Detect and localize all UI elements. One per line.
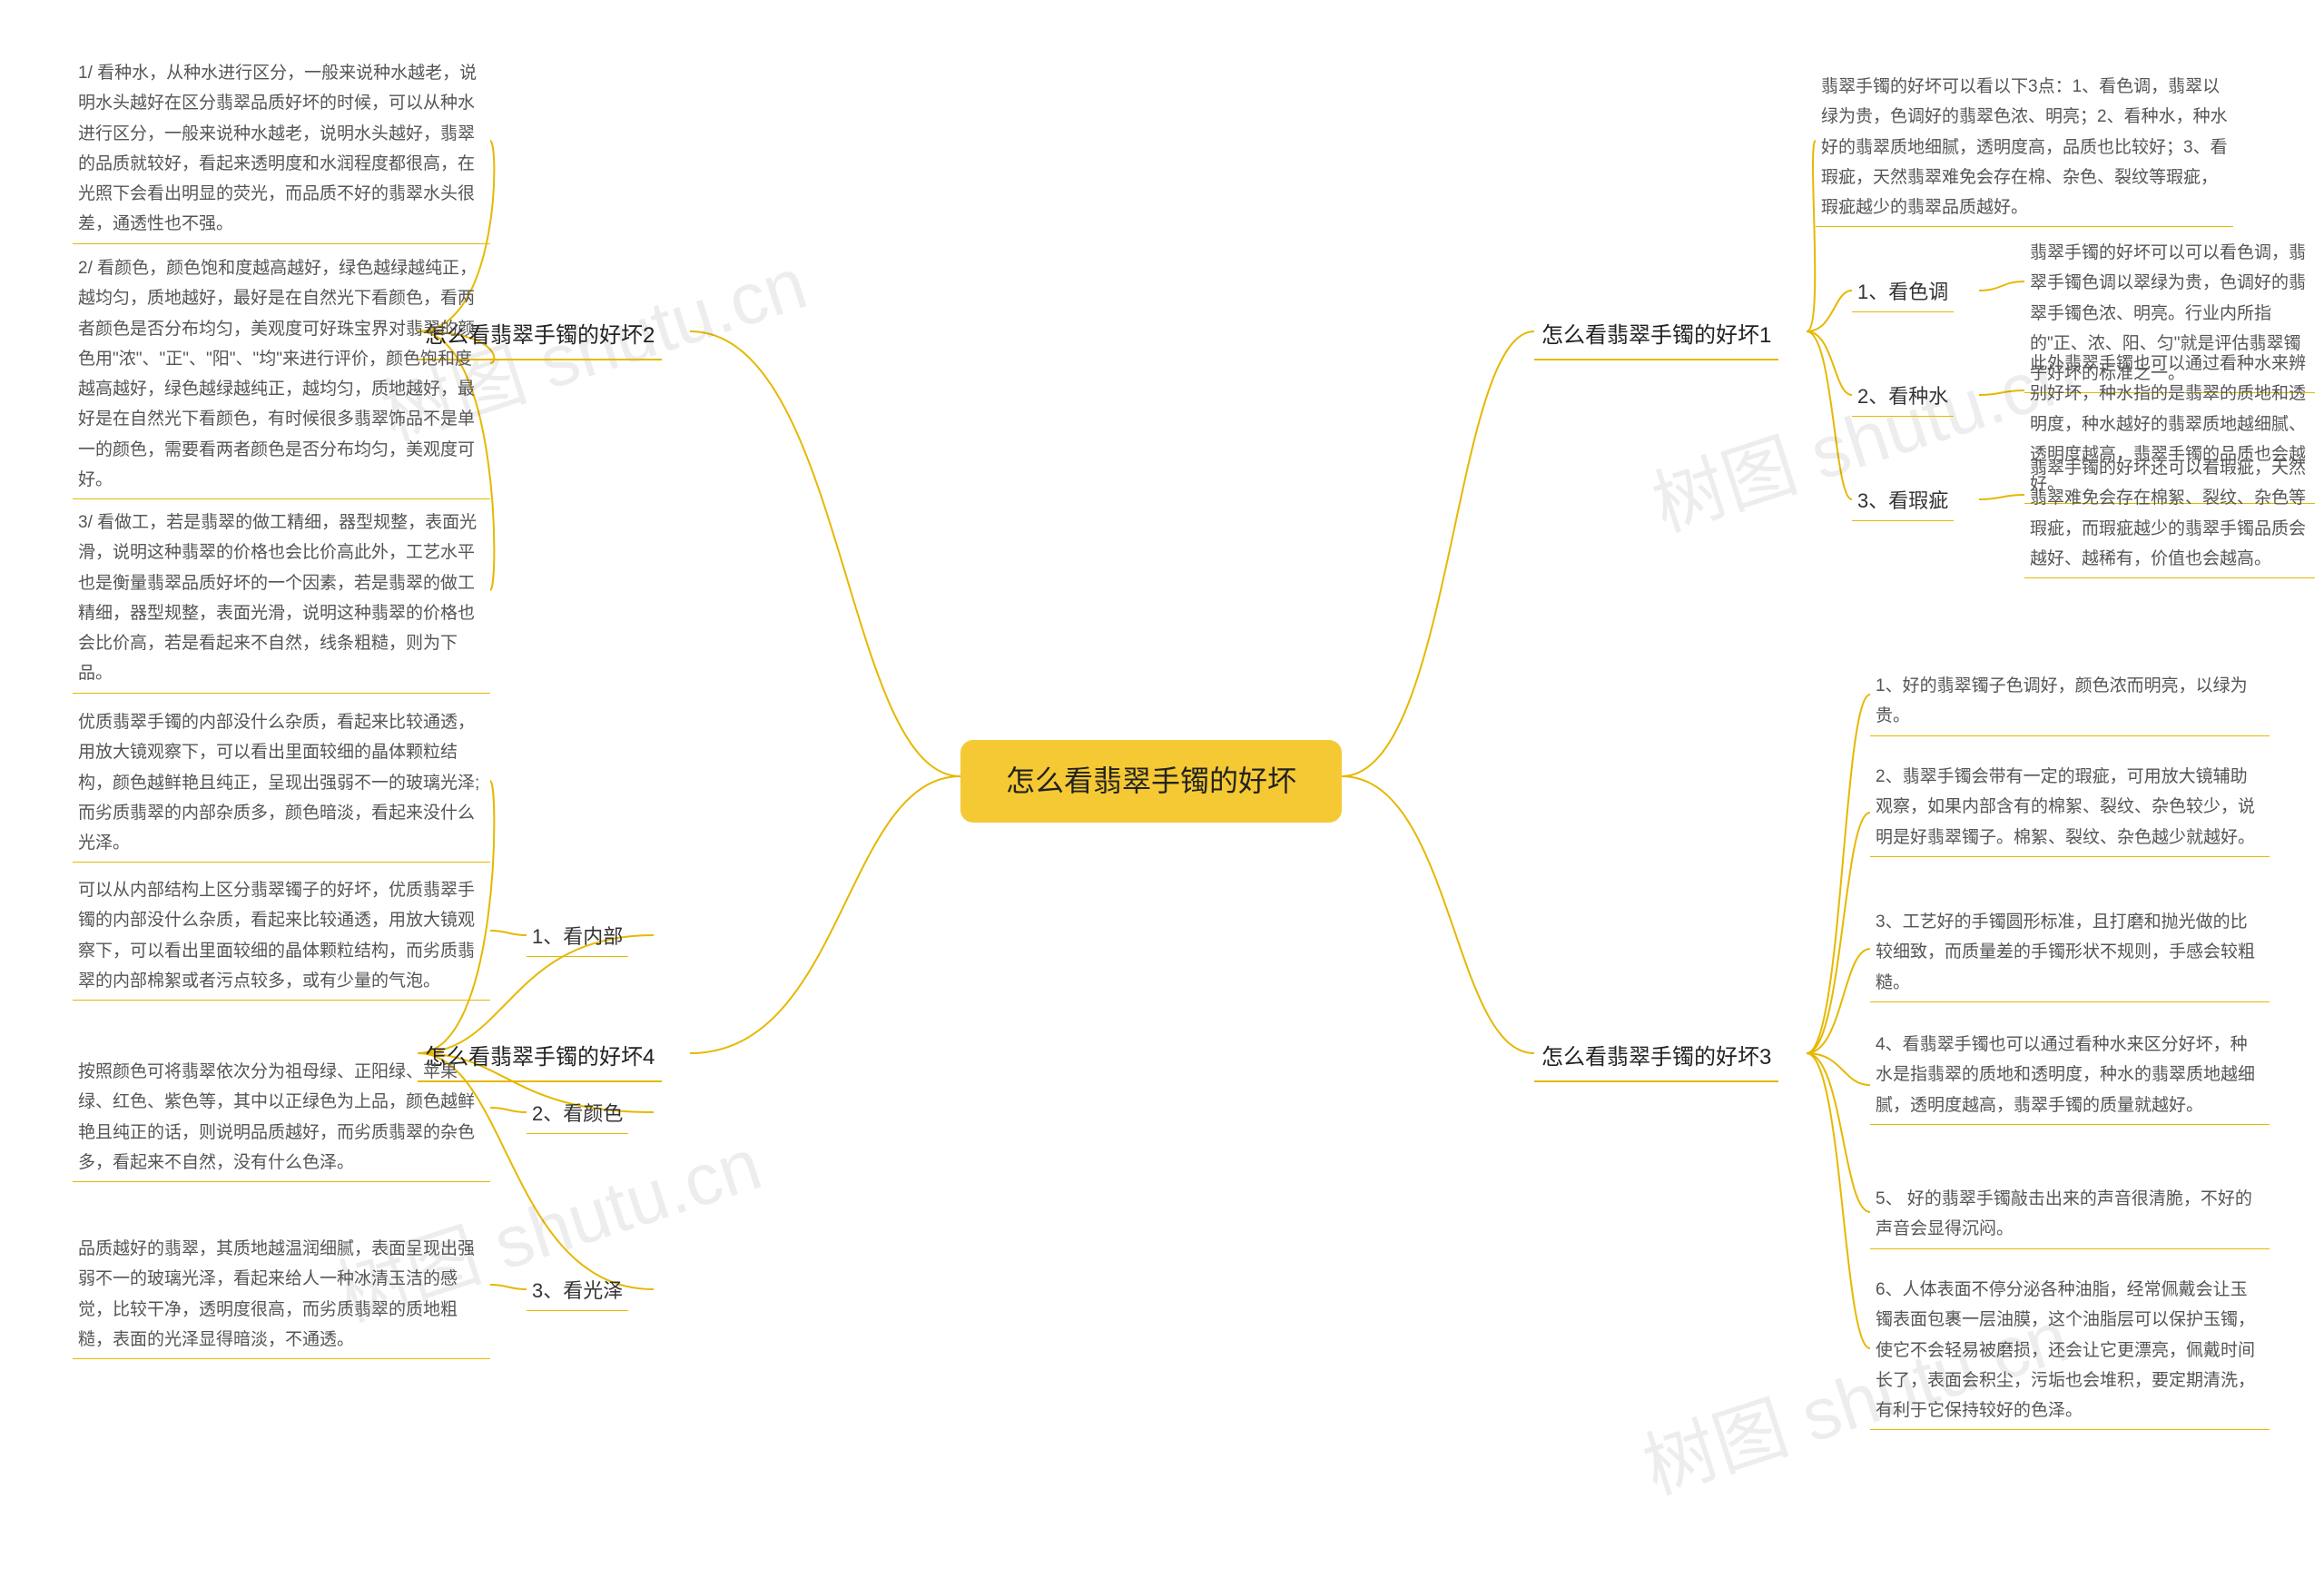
branch-4-sub-2[interactable]: 2、看颜色 [527,1094,628,1134]
branch-4-leaf-1[interactable]: 可以从内部结构上区分翡翠镯子的好坏，优质翡翠手镯的内部没什么杂质，看起来比较通透… [73,872,490,1001]
branch-1-sub-2[interactable]: 2、看种水 [1852,377,1954,417]
branch-4-sub-1[interactable]: 1、看内部 [527,917,628,957]
branch-4-leaf-3[interactable]: 品质越好的翡翠，其质地越温润细腻，表面呈现出强弱不一的玻璃光泽，看起来给人一种冰… [73,1230,490,1359]
branch-4-leaf-2[interactable]: 按照颜色可将翡翠依次分为祖母绿、正阳绿、苹果绿、红色、紫色等，其中以正绿色为上品… [73,1053,490,1182]
branch-1-leaf-3[interactable]: 翡翠手镯的好坏还可以看瑕疵，天然翡翠难免会存在棉絮、裂纹、杂色等瑕疵，而瑕疵越少… [2024,449,2315,578]
branch-3-leaf-4[interactable]: 4、看翡翠手镯也可以通过看种水来区分好坏，种水是指翡翠的质地和透明度，种水的翡翠… [1870,1026,2270,1125]
branch-1-sub-1[interactable]: 1、看色调 [1852,272,1954,312]
branch-2-leaf-3[interactable]: 3/ 看做工，若是翡翠的做工精细，器型规整，表面光滑，说明这种翡翠的价格也会比价… [73,504,490,694]
branch-2-leaf-1[interactable]: 1/ 看种水，从种水进行区分，一般来说种水越老，说明水头越好在区分翡翠品质好坏的… [73,54,490,244]
center-topic[interactable]: 怎么看翡翠手镯的好坏 [960,740,1342,823]
mindmap-canvas: 树图 shutu.cn 树图 shutu.cn 树图 shutu.cn 树图 s… [0,0,2324,1588]
branch-3-leaf-1[interactable]: 1、好的翡翠镯子色调好，颜色浓而明亮，以绿为贵。 [1870,667,2270,736]
branch-4-sub-3[interactable]: 3、看光泽 [527,1271,628,1311]
branch-2-leaf-2[interactable]: 2/ 看颜色，颜色饱和度越高越好，绿色越绿越纯正，越均匀，质地越好，最好是在自然… [73,250,490,499]
branch-3[interactable]: 怎么看翡翠手镯的好坏3 [1534,1035,1778,1082]
branch-4-intro[interactable]: 优质翡翠手镯的内部没什么杂质，看起来比较通透，用放大镜观察下，可以看出里面较细的… [73,704,490,863]
branch-3-leaf-5[interactable]: 5、 好的翡翠手镯敲击出来的声音很清脆，不好的声音会显得沉闷。 [1870,1180,2270,1249]
branch-1[interactable]: 怎么看翡翠手镯的好坏1 [1534,313,1778,360]
branch-3-leaf-3[interactable]: 3、工艺好的手镯圆形标准，且打磨和抛光做的比较细致，而质量差的手镯形状不规则，手… [1870,903,2270,1002]
branch-3-leaf-6[interactable]: 6、人体表面不停分泌各种油脂，经常佩戴会让玉镯表面包裹一层油膜，这个油脂层可以保… [1870,1271,2270,1430]
branch-3-leaf-2[interactable]: 2、翡翠手镯会带有一定的瑕疵，可用放大镜辅助观察，如果内部含有的棉絮、裂纹、杂色… [1870,758,2270,857]
branch-1-intro[interactable]: 翡翠手镯的好坏可以看以下3点：1、看色调，翡翠以绿为贵，色调好的翡翠色浓、明亮；… [1816,68,2233,227]
branch-1-sub-3[interactable]: 3、看瑕疵 [1852,481,1954,521]
